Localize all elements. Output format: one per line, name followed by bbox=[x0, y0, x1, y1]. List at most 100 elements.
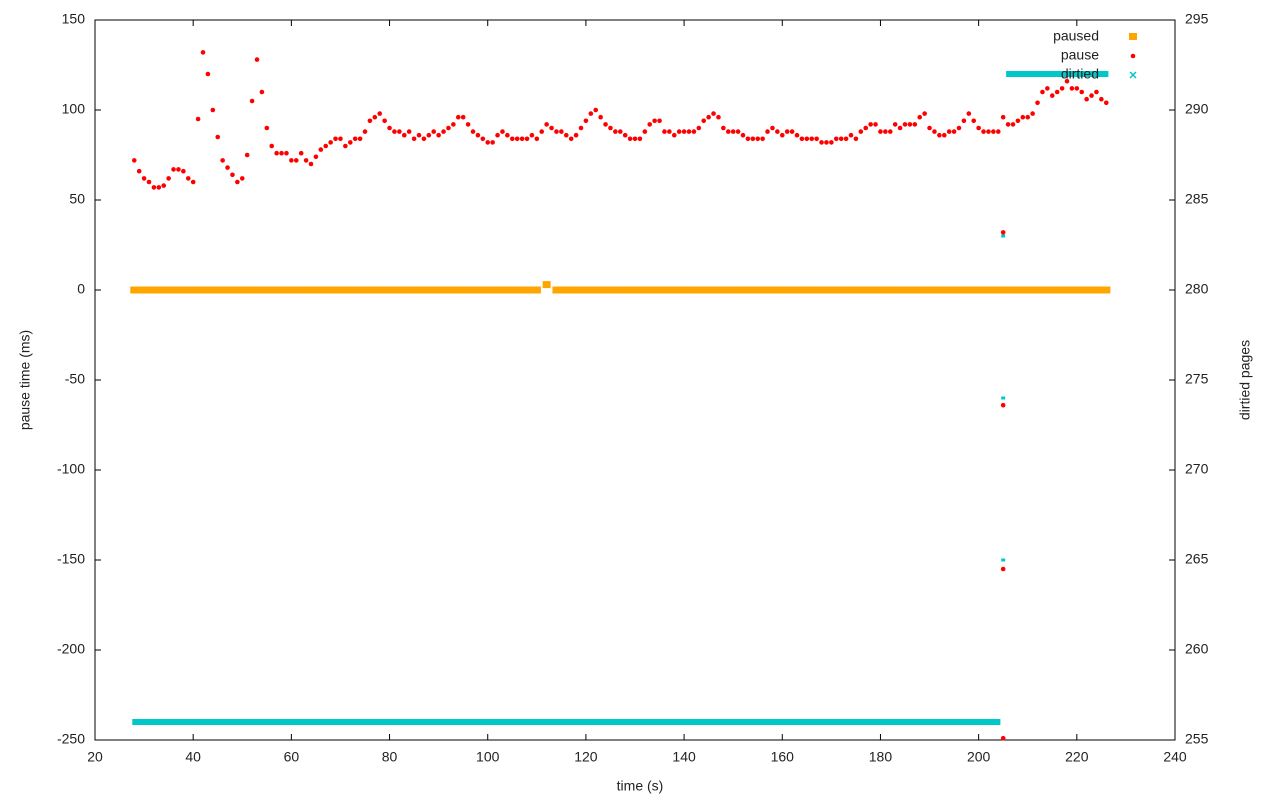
point bbox=[789, 129, 795, 134]
y2-tick-label: 260 bbox=[1185, 641, 1209, 657]
point bbox=[230, 172, 235, 178]
point bbox=[416, 132, 422, 138]
point bbox=[1001, 234, 1006, 238]
point bbox=[470, 129, 476, 134]
point bbox=[346, 286, 365, 294]
point bbox=[248, 286, 266, 294]
point bbox=[166, 176, 171, 181]
point bbox=[446, 719, 471, 725]
point bbox=[955, 286, 973, 294]
point bbox=[897, 125, 903, 131]
point bbox=[495, 132, 500, 138]
point bbox=[622, 132, 628, 138]
point bbox=[159, 286, 178, 294]
point bbox=[277, 286, 296, 294]
point bbox=[195, 116, 201, 122]
point bbox=[583, 118, 589, 124]
point bbox=[748, 286, 767, 294]
point bbox=[309, 719, 333, 725]
point bbox=[293, 158, 299, 163]
point bbox=[788, 286, 806, 294]
point bbox=[323, 143, 329, 149]
point bbox=[701, 118, 707, 124]
point bbox=[279, 150, 284, 156]
point bbox=[760, 719, 785, 725]
y2-tick-label: 290 bbox=[1185, 101, 1209, 117]
point bbox=[149, 286, 168, 294]
y2-tick-label: 285 bbox=[1185, 191, 1209, 207]
point bbox=[401, 132, 407, 138]
point bbox=[562, 286, 581, 294]
point bbox=[307, 286, 325, 294]
point bbox=[829, 140, 834, 145]
point bbox=[220, 158, 225, 163]
point bbox=[637, 136, 643, 142]
point bbox=[941, 132, 947, 138]
point bbox=[554, 129, 559, 134]
point bbox=[883, 129, 888, 134]
point bbox=[601, 286, 620, 294]
point bbox=[676, 129, 682, 134]
point bbox=[689, 286, 708, 294]
point bbox=[814, 136, 819, 142]
point bbox=[284, 150, 289, 156]
point bbox=[1094, 89, 1099, 95]
point bbox=[660, 286, 679, 294]
point bbox=[1000, 114, 1006, 120]
point bbox=[681, 129, 687, 134]
point bbox=[1033, 286, 1052, 294]
point bbox=[525, 719, 549, 725]
point bbox=[691, 129, 697, 134]
point bbox=[151, 185, 157, 190]
point bbox=[500, 129, 505, 134]
point bbox=[706, 114, 711, 120]
point bbox=[631, 286, 649, 294]
point bbox=[986, 129, 991, 134]
point bbox=[161, 183, 167, 188]
point bbox=[480, 136, 486, 142]
point bbox=[937, 132, 942, 138]
point bbox=[662, 129, 667, 134]
point bbox=[156, 185, 162, 190]
point bbox=[524, 136, 530, 142]
point bbox=[1084, 71, 1109, 77]
y-tick-label: -150 bbox=[57, 551, 85, 567]
point bbox=[326, 286, 345, 294]
point bbox=[426, 132, 432, 138]
point bbox=[171, 719, 196, 725]
point bbox=[799, 719, 824, 725]
point bbox=[716, 114, 721, 120]
point bbox=[343, 143, 348, 149]
point bbox=[210, 107, 216, 113]
point bbox=[179, 286, 198, 294]
point bbox=[935, 286, 954, 294]
point bbox=[189, 286, 207, 294]
point bbox=[130, 286, 149, 294]
point bbox=[642, 719, 667, 725]
x-tick-label: 80 bbox=[382, 749, 398, 765]
y2-tick-label: 270 bbox=[1185, 461, 1209, 477]
point bbox=[848, 132, 854, 138]
x-axis-label: time (s) bbox=[617, 778, 664, 794]
point bbox=[886, 286, 905, 294]
point bbox=[662, 719, 687, 725]
point bbox=[946, 129, 952, 134]
point bbox=[981, 129, 986, 134]
x-tick-label: 140 bbox=[672, 749, 696, 765]
point bbox=[405, 286, 423, 294]
point bbox=[1001, 558, 1006, 562]
point bbox=[887, 129, 893, 134]
point bbox=[591, 286, 610, 294]
point bbox=[411, 136, 417, 142]
point bbox=[1089, 93, 1094, 98]
point bbox=[922, 111, 927, 116]
y2-tick-label: 255 bbox=[1185, 731, 1209, 747]
point bbox=[964, 286, 983, 294]
point bbox=[210, 719, 235, 725]
point bbox=[1104, 71, 1109, 77]
point bbox=[485, 719, 510, 725]
point bbox=[199, 286, 217, 294]
point bbox=[372, 114, 378, 120]
point bbox=[1020, 114, 1026, 120]
point bbox=[807, 286, 826, 294]
